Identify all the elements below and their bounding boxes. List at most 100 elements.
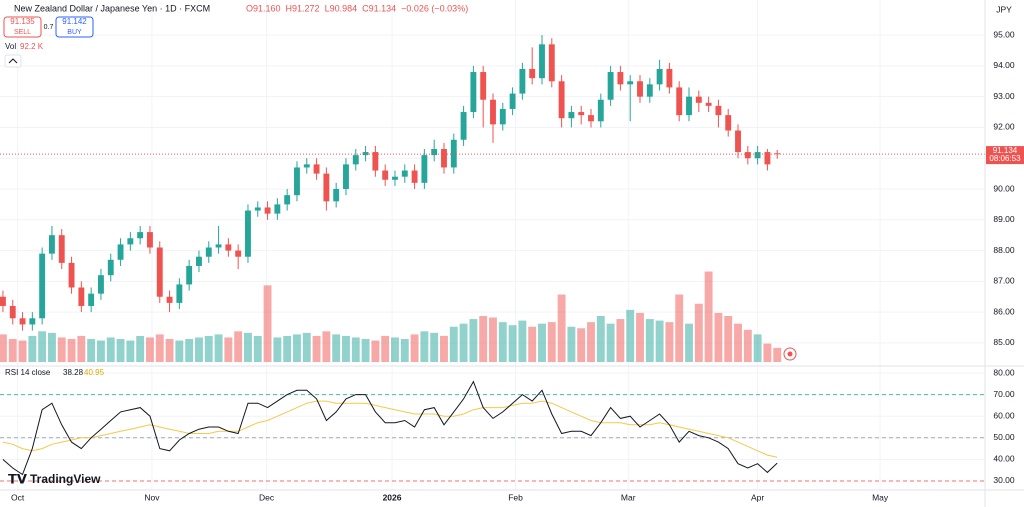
volume-bar xyxy=(175,340,184,362)
candles xyxy=(0,35,985,331)
volume-bar xyxy=(391,337,399,362)
volume-bar xyxy=(155,334,164,362)
candle-body xyxy=(411,170,418,183)
volume-legend: Vol xyxy=(5,42,16,51)
candle-body xyxy=(519,68,526,94)
volume-bar xyxy=(224,337,233,362)
candle-body xyxy=(597,99,604,122)
volume-bar xyxy=(371,340,380,362)
volume-bar xyxy=(283,335,292,362)
candle-body xyxy=(176,284,183,303)
y-tick-label: 93.00 xyxy=(993,91,1015,101)
candle-body xyxy=(568,112,575,119)
volume-bar xyxy=(616,319,625,362)
candle-body xyxy=(382,170,389,180)
volume-bar xyxy=(538,323,546,362)
candle-body xyxy=(235,250,242,257)
candle-body xyxy=(617,72,624,85)
candle-body xyxy=(666,68,673,88)
candle-body xyxy=(529,68,536,79)
volume-bar xyxy=(596,316,605,362)
volume-bar xyxy=(312,335,321,362)
ohlc-value: H91.272 xyxy=(286,3,320,13)
volume-bar xyxy=(126,340,135,362)
collapse-button[interactable] xyxy=(4,54,22,68)
volume-bar xyxy=(0,334,7,362)
volume-bar xyxy=(400,339,409,362)
volume-bar xyxy=(67,339,76,362)
candle-body xyxy=(333,189,340,202)
y-tick-label: 88.00 xyxy=(993,245,1015,255)
volume-bar xyxy=(38,331,47,362)
volume-bar xyxy=(332,334,341,362)
volume-bar xyxy=(704,271,713,362)
volume-bar xyxy=(675,294,684,362)
candle-body xyxy=(352,155,359,165)
collapse-icon[interactable] xyxy=(8,58,18,64)
volume-bar xyxy=(547,322,556,362)
sell-price[interactable]: 91.135 xyxy=(10,17,35,26)
volume-bar xyxy=(146,337,154,362)
candle-body xyxy=(725,115,732,131)
volume-bar xyxy=(606,323,615,362)
buy-button[interactable] xyxy=(55,16,94,38)
ohlc-legend: O91.160 H91.272 L90.984 C91.134 −0.026 (−0.0… xyxy=(246,3,468,13)
candle-body xyxy=(480,72,487,100)
volume-bar xyxy=(263,285,272,362)
candle-body xyxy=(627,81,634,85)
volume-bar xyxy=(714,312,723,362)
replay-dot[interactable] xyxy=(787,351,793,357)
candle-body xyxy=(166,296,173,303)
volume-bar xyxy=(273,337,282,362)
candle-body xyxy=(735,130,741,153)
volume-bar xyxy=(449,326,458,362)
candle-body xyxy=(88,293,95,306)
volume-bar xyxy=(244,332,252,362)
volume-bar xyxy=(498,322,507,362)
candle-body xyxy=(499,108,506,125)
ohlc-value: L90.984 xyxy=(325,3,358,13)
candle-body xyxy=(117,244,124,260)
candle-body xyxy=(548,44,555,82)
symbol-title: New Zealand Dollar / Japanese Yen · 1D ·… xyxy=(14,3,210,13)
candle-body xyxy=(196,256,202,266)
y-tick-label: 85.00 xyxy=(993,337,1015,347)
candle-body xyxy=(254,207,261,211)
candle-body xyxy=(705,102,712,106)
candle-body xyxy=(156,247,163,297)
candle-body xyxy=(460,112,467,140)
sell-label[interactable]: SELL xyxy=(14,29,31,36)
rsi-tick-label: 40.00 xyxy=(993,454,1015,464)
last-price-label: 91.134 xyxy=(993,146,1018,155)
buy-price[interactable]: 91.142 xyxy=(62,17,87,26)
volume-bar xyxy=(636,312,644,362)
buy-label[interactable]: BUY xyxy=(67,29,82,36)
ohlc-value: −0.026 (−0.03%) xyxy=(401,3,468,13)
candle-body xyxy=(578,112,585,116)
volume-bar xyxy=(665,322,674,362)
y-tick-label: 86.00 xyxy=(993,306,1015,316)
volume-bar xyxy=(567,326,576,362)
volume-bar xyxy=(763,343,772,362)
candle-body xyxy=(637,81,643,97)
volume-bar xyxy=(508,325,517,362)
volume-bar xyxy=(18,340,27,362)
volume-bar xyxy=(322,331,331,362)
candle-body xyxy=(215,244,222,248)
volume-bar xyxy=(136,335,145,362)
sell-button[interactable] xyxy=(3,16,42,38)
candle-body xyxy=(245,210,251,257)
volume-bar xyxy=(626,309,635,362)
spread: 0.7 xyxy=(44,24,54,31)
candle-body xyxy=(68,262,75,288)
volume-bar xyxy=(577,328,586,362)
volume-bar xyxy=(87,339,96,362)
candle-body xyxy=(29,318,36,325)
candle-body xyxy=(147,232,153,248)
candle-body xyxy=(558,81,565,119)
x-tick-label: May xyxy=(872,492,889,502)
x-tick-label: 2026 xyxy=(383,492,402,502)
brand: 𝗧𝗩 TradingView xyxy=(8,471,101,486)
